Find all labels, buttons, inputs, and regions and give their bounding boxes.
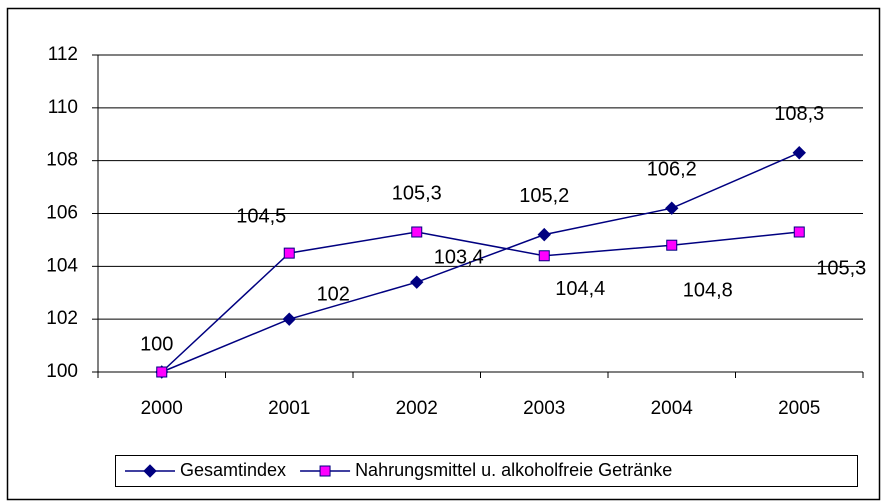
marker [411,226,423,238]
data-label: 104,8 [683,279,733,301]
x-tick-label: 2002 [396,398,438,419]
data-label: 100 [140,333,173,355]
x-tick-label: 2003 [523,398,565,419]
y-tick-label: 100 [46,361,78,382]
data-label: 106,2 [647,158,697,180]
x-tick-label: 2000 [141,398,183,419]
x-tick-label: 2005 [778,398,820,419]
legend-box [115,455,858,487]
data-label: 108,3 [774,103,824,125]
series-line [161,152,800,373]
legend-label: Gesamtindex [180,460,286,480]
y-tick-label: 112 [48,44,78,65]
marker [792,146,806,160]
y-tick-label: 110 [48,97,78,118]
marker [410,275,424,289]
data-label: 102 [317,283,350,305]
marker [282,312,296,326]
data-label: 104,5 [236,205,286,227]
data-label: 104,4 [555,278,605,300]
data-label: 105,3 [392,182,442,204]
chart-frame [6,7,881,501]
y-tick-label: 106 [46,203,78,224]
marker [537,227,551,242]
x-tick-label: 2001 [268,398,310,419]
marker [665,201,679,215]
marker [666,239,678,251]
y-tick-label: 108 [46,150,78,171]
marker [793,226,805,238]
data-label: 105,3 [816,257,866,279]
x-tick-label: 2004 [651,398,694,419]
y-tick-label: 104 [46,255,78,276]
marker [319,465,331,477]
data-label: 103,4 [434,246,484,268]
marker [143,464,157,478]
legend-label: Nahrungsmittel u. alkoholfreie Getränke [355,460,672,480]
marker [283,247,295,259]
marker [156,366,168,378]
series-line [161,231,800,373]
y-tick-label: 102 [46,308,78,329]
marker [538,250,550,262]
data-label: 105,2 [519,185,569,207]
